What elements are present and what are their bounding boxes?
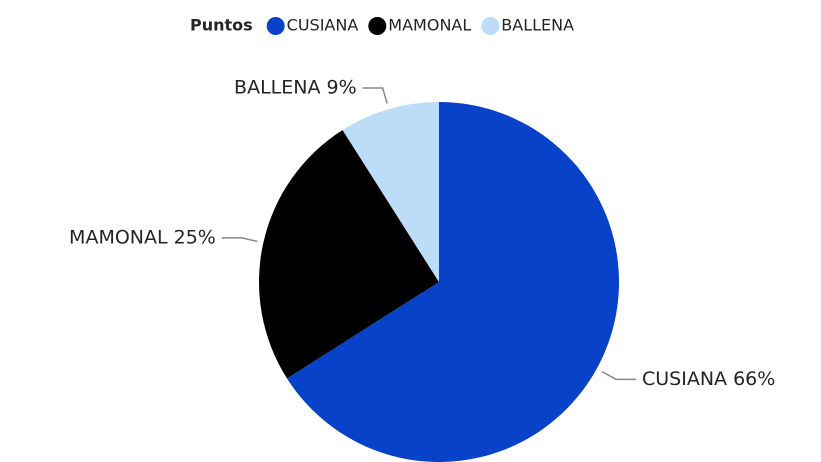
leader-line (221, 237, 258, 243)
data-label: MAMONAL 25% (69, 226, 216, 248)
legend-marker (368, 17, 387, 35)
legend-label: BALLENA (501, 16, 574, 35)
legend-label: MAMONAL (388, 16, 471, 35)
data-label: BALLENA 9% (234, 77, 357, 99)
legend-label: CUSIANA (287, 16, 359, 35)
pie-slice (259, 130, 439, 379)
legend-marker (481, 17, 500, 35)
legend-marker (266, 17, 285, 35)
leader-line (362, 87, 388, 104)
legend-title: Puntos (190, 16, 253, 35)
pie-slice (287, 102, 619, 462)
data-label: CUSIANA 66% (642, 368, 775, 390)
leader-line (601, 370, 637, 381)
pie-slice (342, 102, 439, 282)
